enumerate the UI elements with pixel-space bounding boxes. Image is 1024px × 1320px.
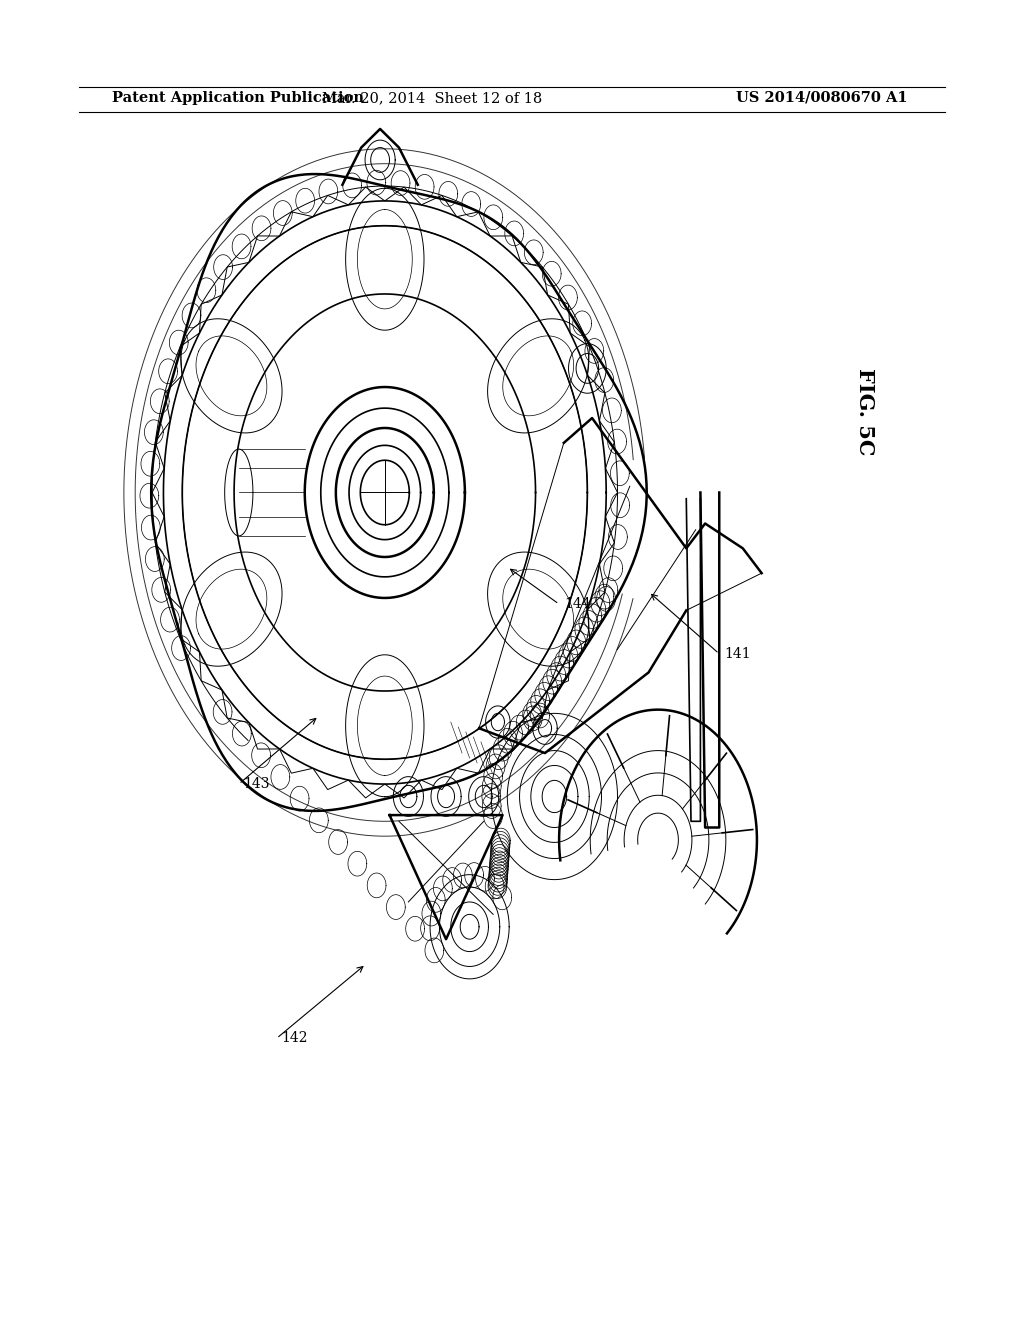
Text: Patent Application Publication: Patent Application Publication xyxy=(112,91,364,104)
Text: Mar. 20, 2014  Sheet 12 of 18: Mar. 20, 2014 Sheet 12 of 18 xyxy=(322,91,542,104)
Text: FIG. 5C: FIG. 5C xyxy=(855,368,876,455)
Text: 142: 142 xyxy=(282,1031,307,1045)
Text: US 2014/0080670 A1: US 2014/0080670 A1 xyxy=(736,91,907,104)
Text: 143: 143 xyxy=(244,777,270,791)
Text: 141: 141 xyxy=(724,647,751,661)
Text: 144: 144 xyxy=(564,597,591,611)
